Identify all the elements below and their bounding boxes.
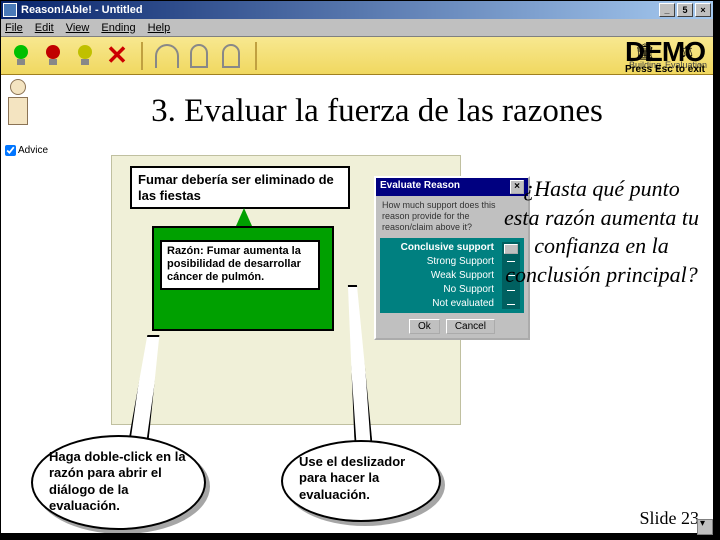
menu-help[interactable]: Help	[148, 22, 171, 34]
slide-number: Slide 23	[639, 508, 699, 529]
minimize-button[interactable]: _	[659, 3, 675, 17]
close-button[interactable]: ×	[695, 3, 711, 17]
advice-checkbox[interactable]: Advice	[5, 145, 48, 156]
scroll-corner[interactable]	[697, 519, 713, 535]
ok-button[interactable]: Ok	[409, 319, 440, 334]
toolbar: ✕ 🏛 Building ⚖ Evaluation DEMO Press Esc…	[1, 37, 713, 75]
dialog-title: Evaluate Reason	[380, 180, 460, 194]
menu-view[interactable]: View	[66, 22, 90, 34]
arc-icon[interactable]	[153, 42, 181, 70]
reason-text: Razón: Fumar aumenta la posibilidad de d…	[160, 240, 320, 290]
tablet1-icon[interactable]	[185, 42, 213, 70]
callout-slider: Use el deslizador para hacer la evaluaci…	[281, 440, 441, 522]
toolbar-divider	[141, 42, 143, 70]
bulb-red-icon[interactable]	[39, 42, 67, 70]
reason-box[interactable]: Razón: Fumar aumenta la posibilidad de d…	[152, 226, 334, 331]
delete-icon[interactable]: ✕	[103, 42, 131, 70]
menubar: File Edit View Ending Help	[1, 19, 713, 37]
claim-box[interactable]: Fumar debería ser eliminado de las fiest…	[130, 166, 350, 209]
maximize-button[interactable]: 5	[677, 3, 693, 17]
argument-canvas: Fumar debería ser eliminado de las fiest…	[111, 155, 461, 425]
demo-badge: DEMO Press Esc to exit	[625, 39, 705, 75]
bulb-green-icon[interactable]	[7, 42, 35, 70]
cancel-button[interactable]: Cancel	[446, 319, 495, 334]
support-slider[interactable]: Conclusive support Strong Support Weak S…	[380, 238, 524, 313]
advice-check-input[interactable]	[5, 145, 16, 156]
tablet2-icon[interactable]	[217, 42, 245, 70]
page-title: 3. Evaluar la fuerza de las razones	[1, 75, 713, 138]
toolbar-divider-2	[255, 42, 257, 70]
philosopher-icon	[3, 79, 33, 139]
menu-file[interactable]: File	[5, 22, 23, 34]
menu-edit[interactable]: Edit	[35, 22, 54, 34]
bulb-yellow-icon[interactable]	[71, 42, 99, 70]
window-title: Reason!Able! - Untitled	[21, 4, 659, 16]
callout-doubleclick: Haga doble-click en la razón para abrir …	[31, 435, 206, 530]
menu-ending[interactable]: Ending	[101, 22, 135, 34]
window-titlebar: Reason!Able! - Untitled _ 5 ×	[1, 1, 713, 19]
app-icon	[3, 3, 17, 17]
side-question: ¿Hasta qué punto esta razón aumenta tu c…	[504, 175, 699, 289]
